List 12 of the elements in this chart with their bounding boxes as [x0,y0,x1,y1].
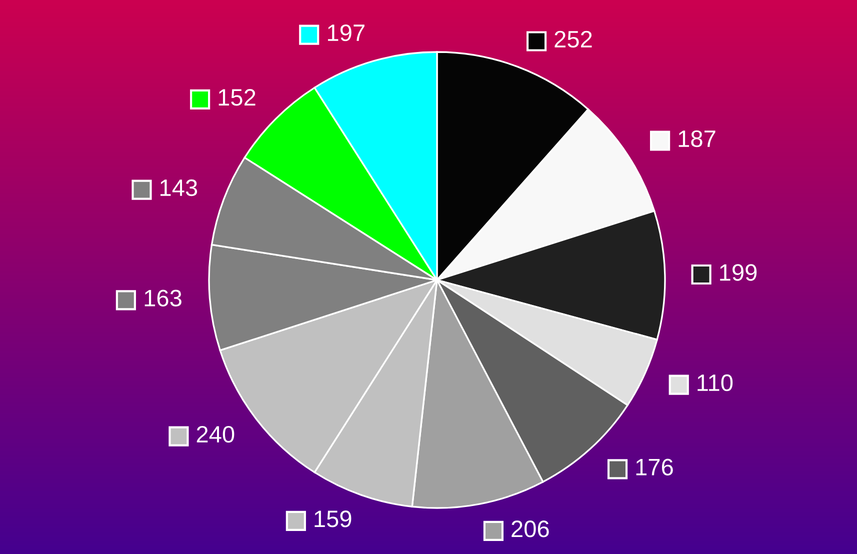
data-label: 176 [636,458,673,476]
data-label: 206 [512,520,549,538]
data-label: 199 [720,264,757,281]
data-label: 143 [160,179,198,196]
data-label: 197 [328,24,364,42]
data-label: 187 [678,130,716,148]
data-label: 163 [144,290,182,307]
data-label: 110 [698,374,733,392]
data-label: 152 [218,89,256,106]
data-label: 159 [314,510,352,528]
data-label: 252 [554,30,592,48]
data-label: 240 [196,426,234,443]
